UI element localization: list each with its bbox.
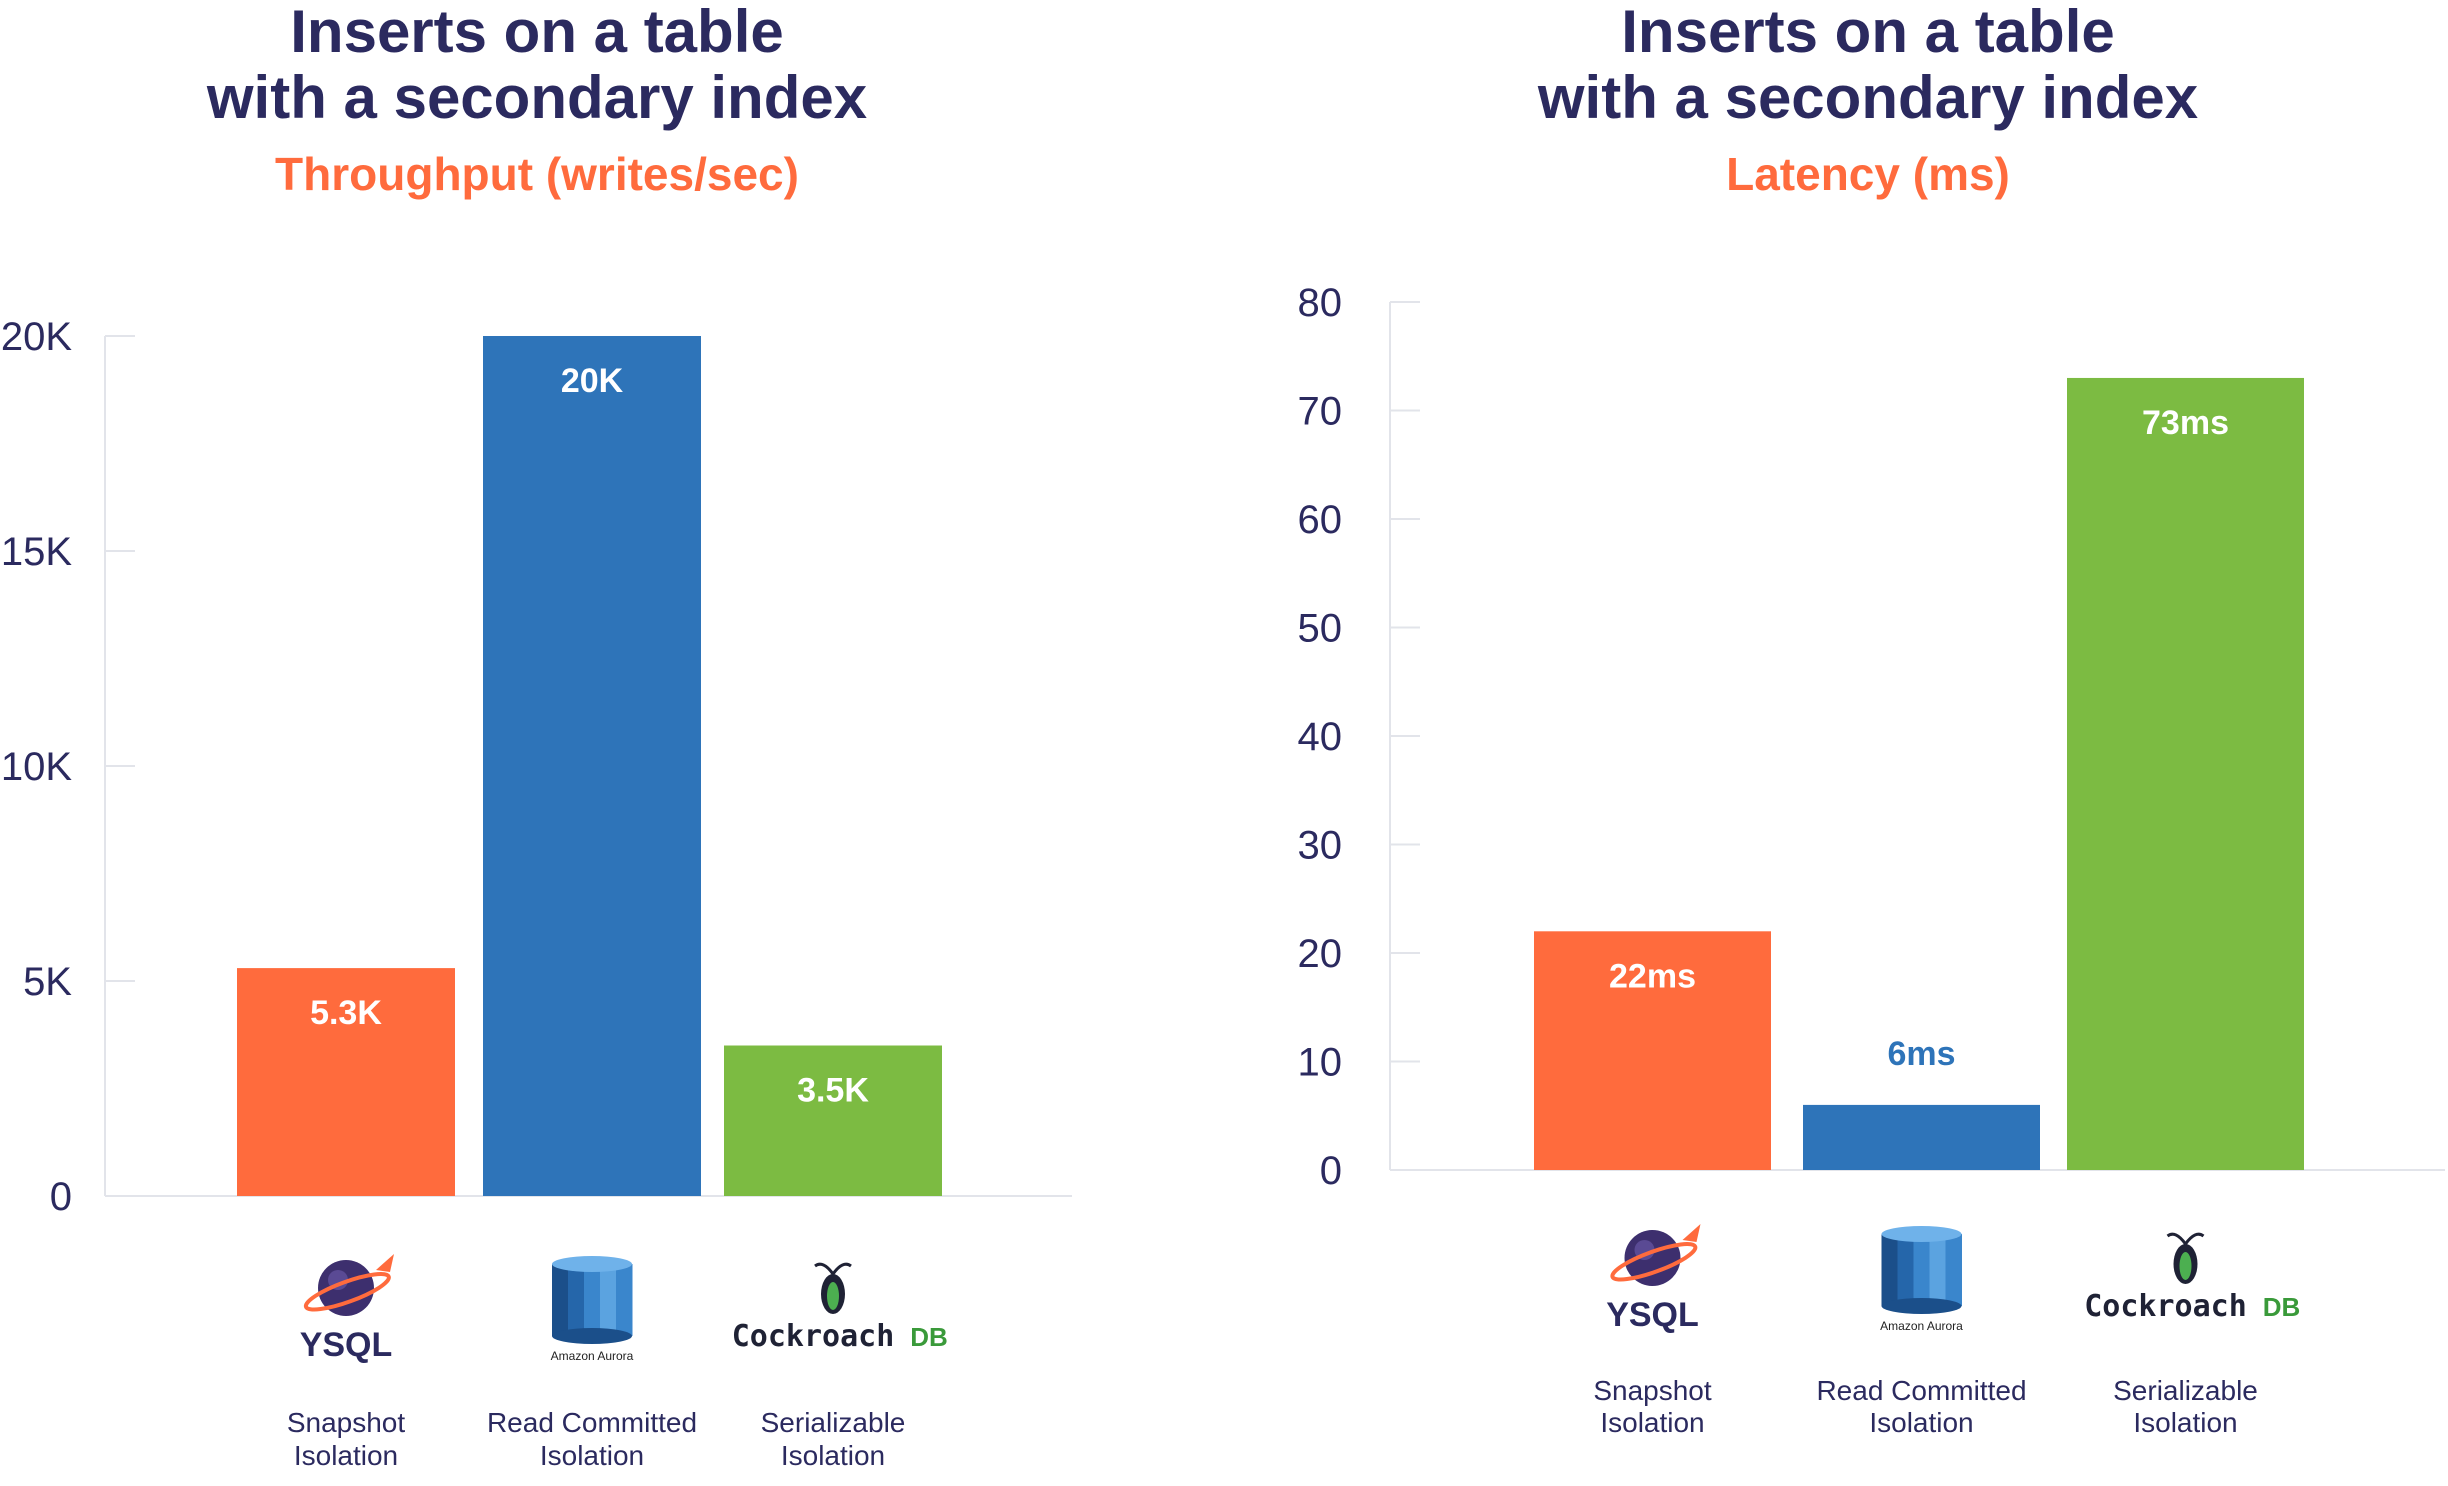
y-tick-label: 5K <box>23 960 72 1004</box>
bar-ysql <box>1534 931 1771 1170</box>
aurora-logo: Amazon Aurora <box>1880 1226 1963 1333</box>
latency-chart: Inserts on a table with a secondary inde… <box>1298 0 2445 1438</box>
y-tick-label: 30 <box>1298 824 1343 868</box>
planet-rocket-icon <box>303 1254 394 1316</box>
cockroach-logo-db-text: DB <box>2263 1292 2301 1322</box>
y-tick-label: 0 <box>50 1175 72 1219</box>
isolation-label: Isolation <box>1600 1407 1704 1438</box>
bar-aurora <box>1803 1104 2040 1170</box>
cockroachdb-logo: Cockroach DB <box>2084 1232 2301 1324</box>
data-label: 20K <box>561 362 624 400</box>
y-tick-label: 70 <box>1298 390 1343 434</box>
cockroach-logo-text: Cockroach <box>732 1319 895 1354</box>
database-cylinder-icon <box>552 1256 633 1344</box>
y-tick-label: 10 <box>1298 1041 1343 1085</box>
isolation-label: Read Committed <box>1816 1375 2026 1406</box>
y-tick-label: 10K <box>1 745 72 789</box>
bar-cockroach <box>724 1045 942 1196</box>
data-label: 6ms <box>1887 1035 1955 1073</box>
isolation-label: Isolation <box>781 1440 885 1471</box>
y-tick-label: 60 <box>1298 498 1343 542</box>
isolation-label: Isolation <box>2133 1407 2237 1438</box>
ysql-logo-text: YSQL <box>300 1326 393 1364</box>
cockroach-logo-text: Cockroach <box>2084 1289 2247 1324</box>
chart-title-line1: Inserts on a table <box>1621 0 2114 65</box>
y-tick-label: 50 <box>1298 607 1343 651</box>
isolation-label: Read Committed <box>487 1407 697 1438</box>
ysql-logo: YSQL <box>1606 1224 1701 1334</box>
isolation-label: Serializable <box>2113 1375 2258 1406</box>
bars: 22ms 6ms 73ms <box>1534 377 2304 1170</box>
aurora-logo-text: Amazon Aurora <box>1880 1319 1963 1333</box>
chart-title-line2: with a secondary index <box>206 64 867 131</box>
y-tick-label: 15K <box>1 530 72 574</box>
chart-title-line1: Inserts on a table <box>290 0 783 65</box>
isolation-label: Isolation <box>294 1440 398 1471</box>
y-tick-label: 20K <box>1 315 72 359</box>
isolation-label: Serializable <box>761 1407 906 1438</box>
y-tick-label: 80 <box>1298 281 1343 325</box>
data-label: 22ms <box>1609 957 1696 995</box>
aurora-logo: Amazon Aurora <box>551 1256 634 1363</box>
y-tick-label: 20 <box>1298 932 1343 976</box>
database-cylinder-icon <box>1881 1226 1962 1314</box>
bars: 5.3K 20K 3.5K <box>237 336 942 1196</box>
cockroach-logo-db-text: DB <box>910 1322 948 1352</box>
isolation-label: Snapshot <box>1593 1375 1712 1406</box>
y-tick-label: 0 <box>1320 1149 1342 1193</box>
y-tick-label: 40 <box>1298 715 1343 759</box>
bar-ysql <box>237 968 455 1196</box>
chart-subtitle: Throughput (writes/sec) <box>275 148 799 200</box>
bar-cockroach <box>2067 377 2304 1170</box>
cockroach-icon <box>814 1262 852 1314</box>
y-axis: 0 5K 10K 15K 20K <box>1 315 1072 1219</box>
isolation-label: Isolation <box>1869 1407 1973 1438</box>
planet-rocket-icon <box>1610 1224 1701 1286</box>
isolation-label: Isolation <box>540 1440 644 1471</box>
ysql-logo-text: YSQL <box>1606 1296 1699 1334</box>
cockroachdb-logo: Cockroach DB <box>732 1262 948 1354</box>
bar-aurora <box>483 336 701 1196</box>
ysql-logo: YSQL <box>300 1254 394 1364</box>
cockroach-icon <box>2166 1232 2205 1284</box>
data-label: 73ms <box>2142 404 2229 442</box>
chart-subtitle: Latency (ms) <box>1726 148 2010 200</box>
isolation-label: Snapshot <box>287 1407 406 1438</box>
data-label: 3.5K <box>797 1072 869 1110</box>
chart-title-line2: with a secondary index <box>1537 64 2198 131</box>
aurora-logo-text: Amazon Aurora <box>551 1349 634 1363</box>
data-label: 5.3K <box>310 994 382 1032</box>
throughput-chart: Inserts on a table with a secondary inde… <box>1 0 1072 1471</box>
